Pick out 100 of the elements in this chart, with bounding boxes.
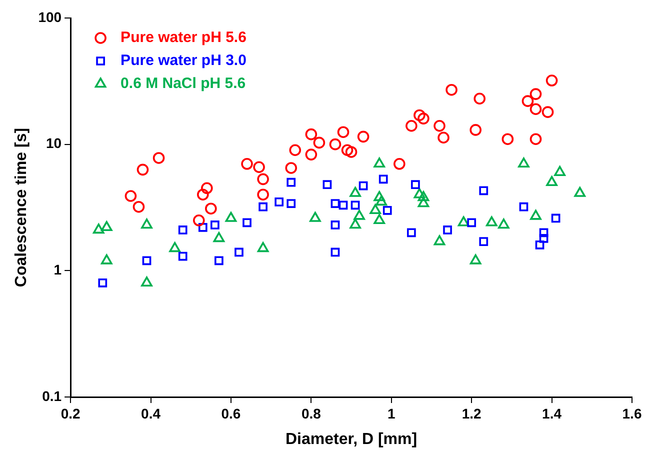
point <box>414 188 426 198</box>
x-tick-label: 0.4 <box>141 405 161 422</box>
point <box>274 197 284 206</box>
point <box>539 228 548 238</box>
point <box>382 206 392 215</box>
point <box>479 186 488 196</box>
point <box>142 256 152 266</box>
point <box>338 200 348 210</box>
point <box>522 95 534 107</box>
point <box>330 199 340 208</box>
point <box>305 128 318 140</box>
point <box>289 144 302 156</box>
point <box>225 212 237 222</box>
point <box>378 174 388 184</box>
point <box>100 221 112 232</box>
point <box>286 199 296 208</box>
point <box>551 214 560 223</box>
point <box>141 276 152 287</box>
point <box>374 214 386 224</box>
point <box>530 133 542 146</box>
y-tick-label: 100 <box>38 8 62 25</box>
point <box>470 124 482 136</box>
point <box>434 235 446 246</box>
point <box>329 138 342 150</box>
point <box>374 191 386 202</box>
point <box>434 120 446 132</box>
point <box>178 252 188 261</box>
x-tick-label: 0.8 <box>301 405 322 422</box>
point <box>370 204 382 214</box>
point <box>124 190 137 202</box>
point <box>518 158 530 168</box>
point <box>345 146 358 158</box>
point <box>376 196 388 206</box>
point <box>358 181 368 190</box>
point <box>201 182 213 194</box>
y-tick-label: 1 <box>54 262 62 278</box>
point <box>169 242 180 252</box>
point <box>554 166 566 176</box>
point <box>446 84 458 96</box>
x-tick-label: 1 <box>387 405 396 422</box>
point <box>350 218 361 229</box>
point <box>205 202 217 214</box>
point <box>406 120 418 132</box>
point <box>486 216 498 226</box>
point <box>350 200 360 210</box>
point <box>330 220 340 230</box>
legend-label: 0.6 M NaCl pH 5.6 <box>120 75 246 92</box>
point <box>530 88 542 100</box>
point <box>132 200 145 213</box>
x-tick-label: 1.6 <box>622 405 642 422</box>
point <box>98 278 108 288</box>
point <box>100 254 112 264</box>
point <box>257 188 269 201</box>
point <box>414 109 426 122</box>
point <box>141 218 152 229</box>
point <box>241 158 253 170</box>
point <box>519 202 528 212</box>
point <box>337 126 350 138</box>
point <box>257 242 269 252</box>
point <box>242 218 252 228</box>
point <box>257 173 269 186</box>
point <box>313 136 326 149</box>
point <box>285 162 298 174</box>
point <box>542 106 554 118</box>
point <box>530 103 542 116</box>
y-axis-title: Coalescence time [s] <box>13 128 30 288</box>
point <box>192 214 205 226</box>
point <box>330 248 340 257</box>
point <box>178 226 188 234</box>
point <box>305 148 318 160</box>
point <box>546 74 558 86</box>
point <box>411 180 420 190</box>
point <box>258 202 268 212</box>
point <box>213 232 225 242</box>
point <box>530 210 542 220</box>
point <box>539 234 548 243</box>
x-tick-label: 0.2 <box>60 405 80 422</box>
point <box>394 158 406 170</box>
point <box>443 226 452 234</box>
point <box>479 237 488 246</box>
point <box>438 132 450 144</box>
point <box>470 254 482 264</box>
point <box>357 130 370 143</box>
point <box>310 212 321 222</box>
point <box>354 210 365 220</box>
point <box>350 186 361 197</box>
point <box>418 197 430 208</box>
point <box>197 188 209 201</box>
point <box>136 164 149 176</box>
point <box>418 112 430 124</box>
point <box>574 186 586 197</box>
x-tick-label: 1.2 <box>462 405 482 422</box>
point <box>467 218 476 228</box>
point <box>407 228 416 238</box>
point <box>210 220 220 230</box>
x-tick-label: 1.4 <box>542 405 562 422</box>
x-axis-title: Diameter, D [mm] <box>285 430 418 448</box>
point <box>498 218 510 229</box>
point <box>546 176 558 186</box>
point <box>322 180 332 190</box>
